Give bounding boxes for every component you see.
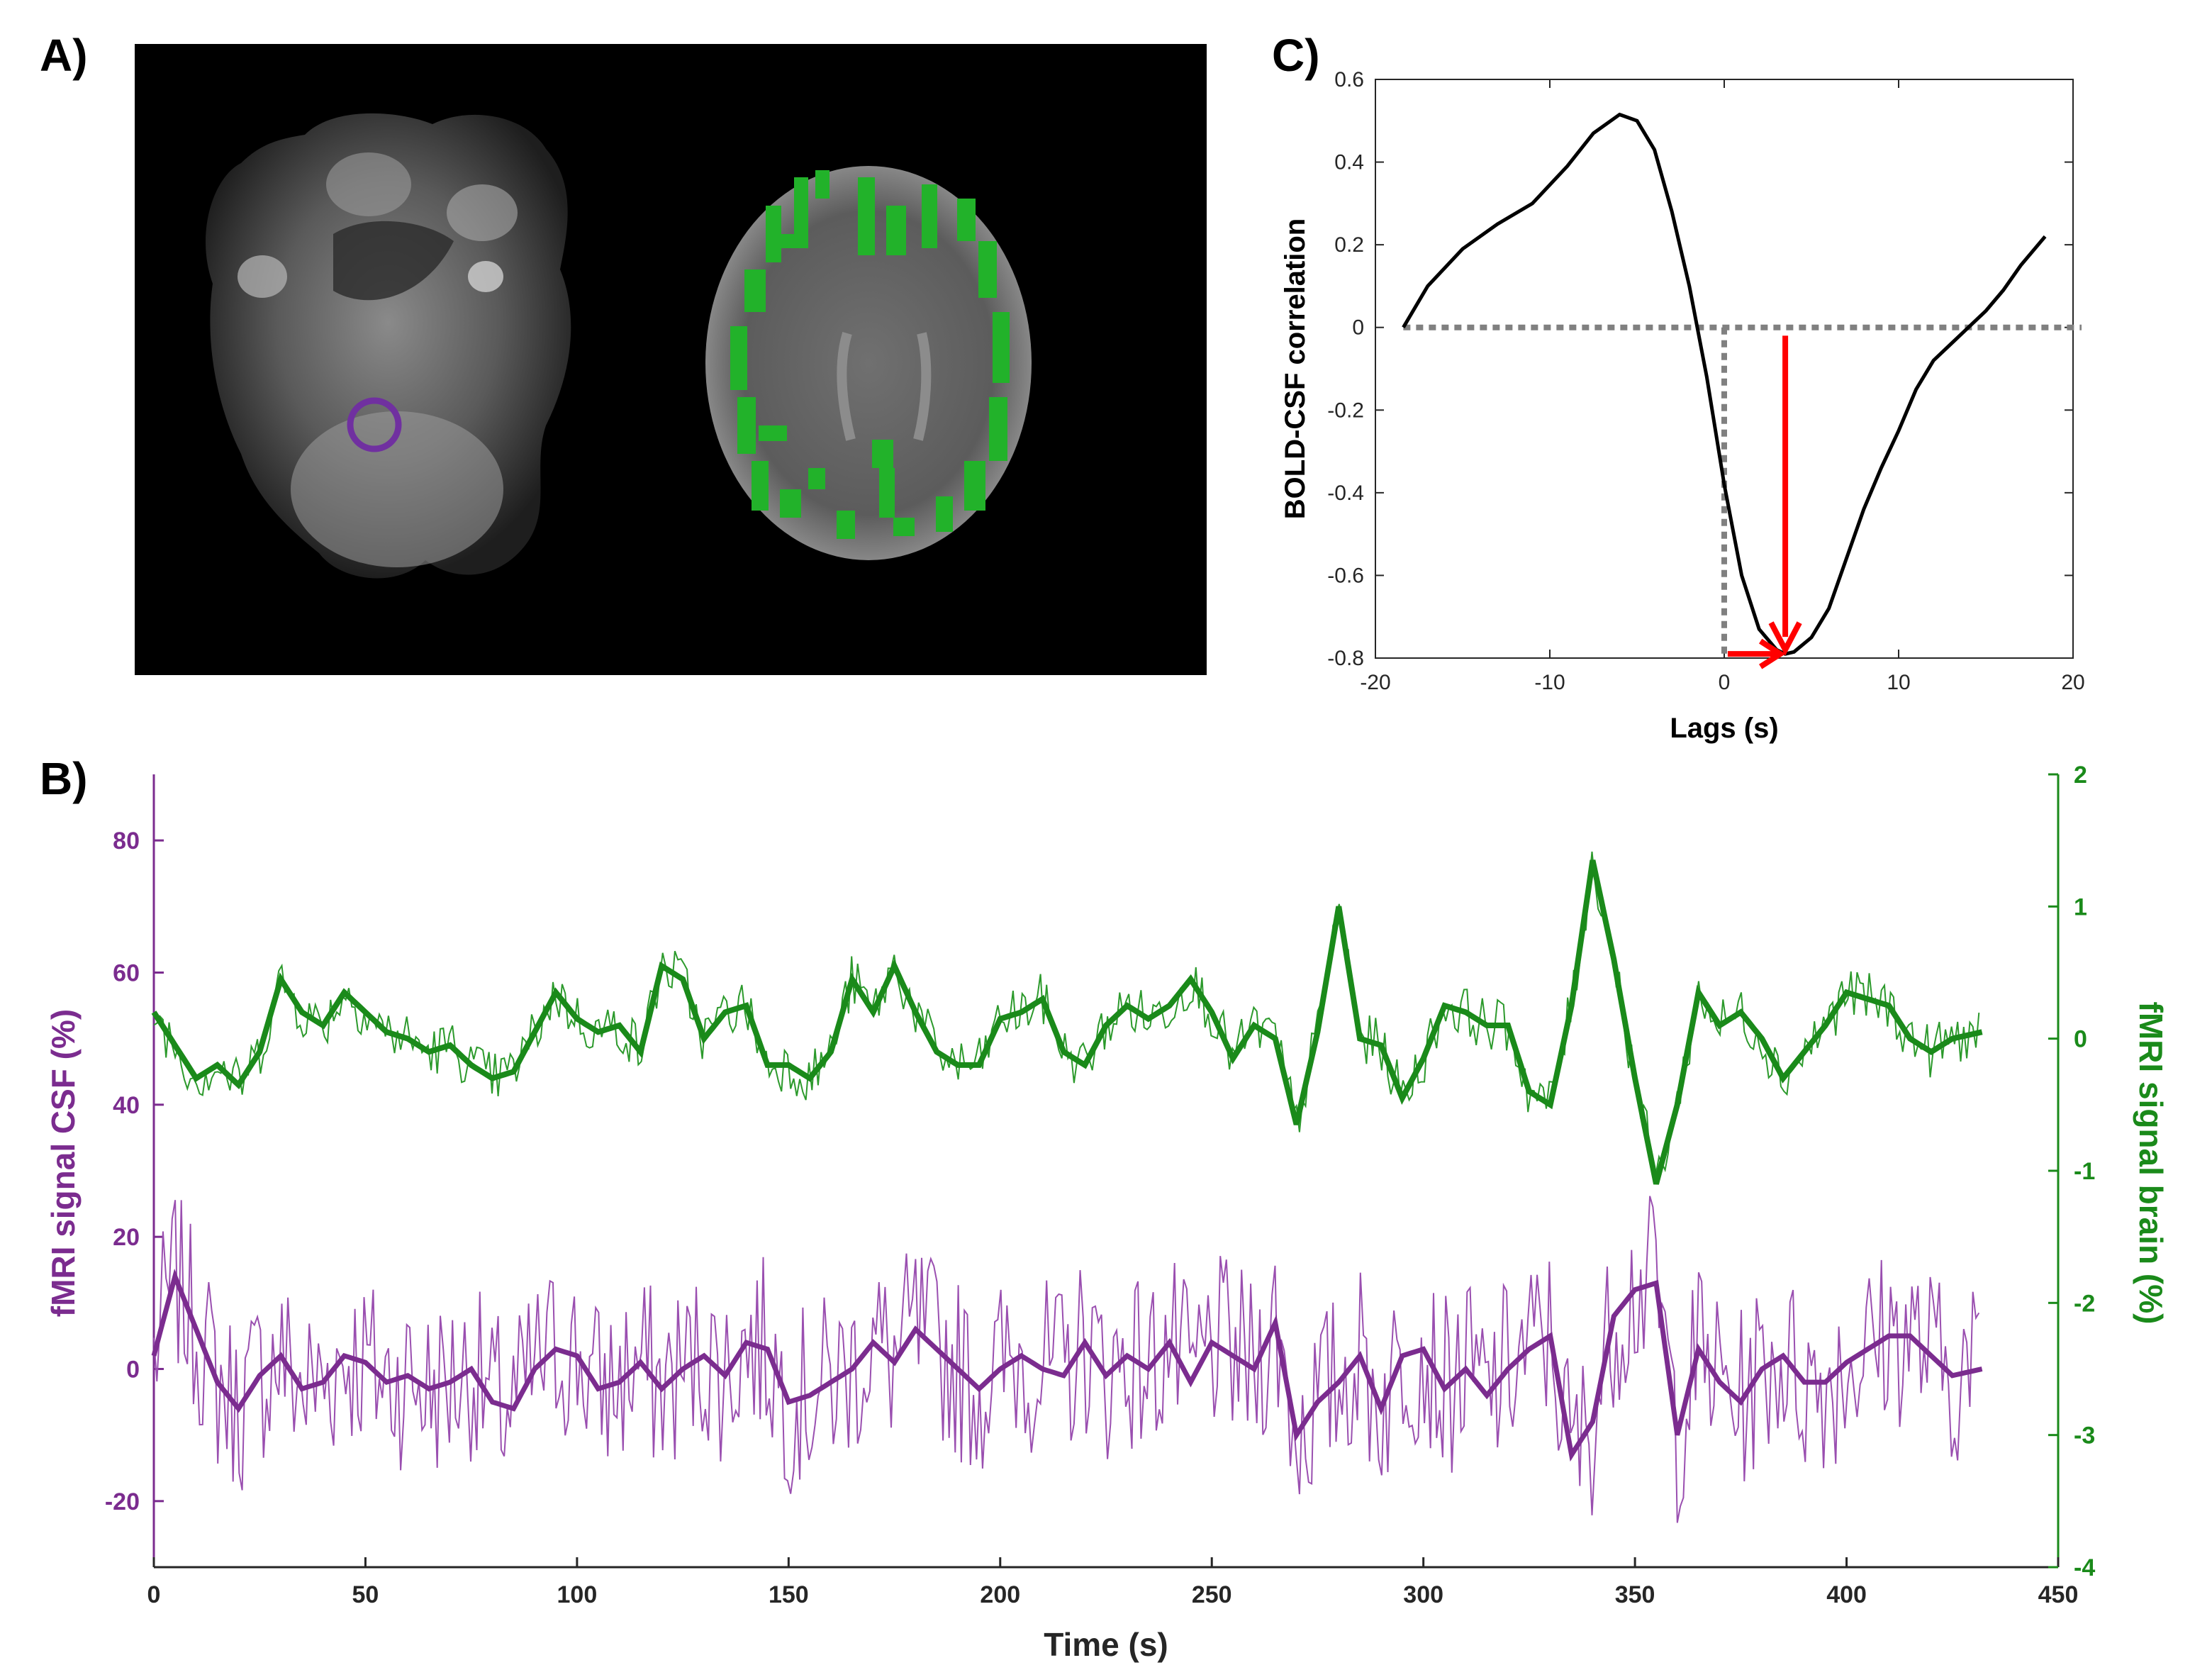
right-tick-label: -1	[2074, 1158, 2095, 1185]
right-tick-label: 2	[2074, 762, 2087, 789]
right-tick-label: -4	[2074, 1554, 2095, 1581]
panel-b-chart: 0 50 100 150 200 250 300 350 400 450806040200-202…	[45, 762, 2169, 1663]
left-tick-label: -20	[105, 1488, 140, 1515]
x-tick-label: 200	[980, 1581, 1020, 1608]
panel-c-ticks: -20 -10 0 10 20 0.6 0.4 0.2 0 -0.2 -0.4 -0.6 -0.8	[1327, 68, 2084, 694]
right-tick-label: 1	[2074, 894, 2087, 920]
y-tick-label: -0.4	[1327, 481, 1364, 505]
left-tick-label: 40	[113, 1092, 140, 1119]
y-tick-label: 0.2	[1334, 233, 1364, 257]
x-tick-label: 100	[557, 1581, 598, 1608]
panel-c-chart: -20 -10 0 10 20 0.6 0.4 0.2 0 -0.2 -0.4 -0.6 -0.8 La…	[1280, 68, 2085, 744]
peak-lag-arrows	[1727, 335, 1802, 669]
brain-slice-upper-icon	[705, 166, 1032, 560]
y-tick-label: 0	[1352, 316, 1364, 340]
y-tick-label: -0.8	[1327, 647, 1364, 670]
brain-smoothed-series	[151, 859, 1983, 1185]
panel-c-xlabel: Lags (s)	[1670, 713, 1778, 744]
panel-b-left-ylabel: fMRI signal CSF (%)	[45, 1009, 82, 1317]
x-tick-label: 0	[1719, 671, 1731, 694]
right-tick-label: -2	[2074, 1290, 2095, 1317]
panel-b-label: B)	[40, 753, 88, 804]
peak-down-arrow-head	[1768, 621, 1802, 656]
left-tick-label: 80	[113, 828, 140, 855]
x-tick-label: 400	[1826, 1581, 1867, 1608]
x-tick-label: 50	[352, 1581, 379, 1608]
panel-b-ticks: 0 50 100 150 200 250 300 350 400 450806040200-202…	[105, 762, 2095, 1608]
panel-a-image	[135, 44, 1207, 675]
x-tick-label: -20	[1360, 671, 1390, 694]
csf-smoothed-series	[151, 1269, 1983, 1462]
x-tick-label: 20	[2061, 671, 2084, 694]
left-tick-label: 0	[126, 1357, 140, 1384]
x-tick-label: 450	[2038, 1581, 2079, 1608]
x-tick-label: 0	[147, 1581, 161, 1608]
panel-b-xlabel: Time (s)	[1044, 1626, 1168, 1663]
left-tick-label: 60	[113, 960, 140, 987]
csf-raw-series	[153, 1196, 1980, 1523]
y-tick-label: -0.2	[1327, 399, 1364, 422]
panel-c-label: C)	[1272, 30, 1320, 81]
panel-c-ylabel: BOLD-CSF correlation	[1280, 218, 1311, 519]
x-tick-label: -10	[1534, 671, 1565, 694]
x-tick-label: 350	[1615, 1581, 1655, 1608]
lag-right-arrow-head	[1759, 638, 1786, 669]
x-tick-label: 250	[1192, 1581, 1232, 1608]
panel-a-label: A)	[40, 30, 88, 81]
y-tick-label: 0.6	[1334, 68, 1364, 91]
x-tick-label: 300	[1403, 1581, 1443, 1608]
brain-raw-series	[153, 851, 1980, 1178]
right-tick-label: 0	[2074, 1026, 2087, 1053]
brain-slice-lower-icon	[205, 113, 571, 579]
x-tick-label: 150	[769, 1581, 809, 1608]
x-tick-label: 10	[1887, 671, 1910, 694]
y-tick-label: 0.4	[1334, 151, 1364, 174]
panel-b-right-ylabel: fMRI signal brain (%)	[2133, 1002, 2169, 1325]
y-tick-label: -0.6	[1327, 564, 1364, 587]
csf-roi-circle-icon	[347, 397, 402, 452]
left-tick-label: 20	[113, 1224, 140, 1251]
right-tick-label: -3	[2074, 1423, 2095, 1449]
